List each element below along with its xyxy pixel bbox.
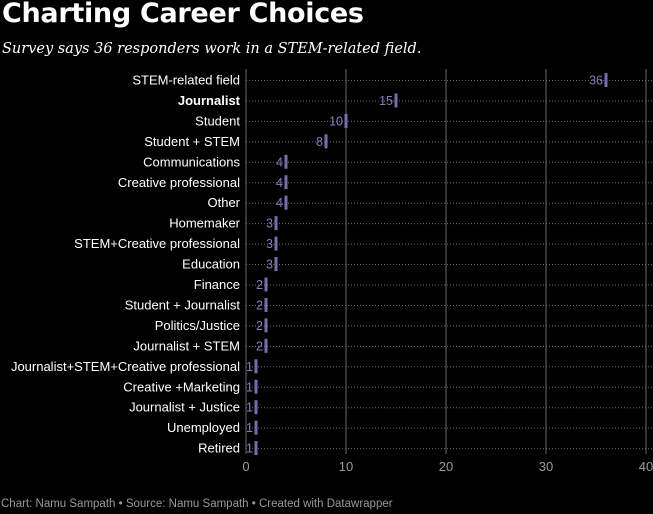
- value-label: 1: [246, 442, 253, 456]
- data-marker: [394, 93, 398, 108]
- category-label: Communications: [143, 154, 240, 169]
- value-label: 2: [256, 339, 263, 353]
- data-marker: [284, 154, 288, 169]
- data-marker: [284, 195, 288, 210]
- category-label: Unemployed: [167, 420, 240, 435]
- x-tick-label: 10: [339, 459, 353, 474]
- category-label: Politics/Justice: [155, 318, 240, 333]
- category-label: Journalist+STEM+Creative professional: [11, 359, 240, 374]
- value-label: 4: [276, 155, 283, 169]
- value-label: 1: [246, 421, 253, 435]
- category-label: Finance: [194, 277, 240, 292]
- data-marker: [264, 277, 268, 292]
- value-label: 4: [276, 176, 283, 190]
- value-label: 3: [266, 258, 273, 272]
- category-label: Journalist + Justice: [129, 400, 240, 415]
- value-label: 1: [246, 380, 253, 394]
- value-label: 4: [276, 196, 283, 210]
- data-marker: [254, 420, 258, 435]
- data-marker: [274, 236, 278, 251]
- data-marker: [254, 379, 258, 394]
- value-label: 1: [246, 360, 253, 374]
- value-label: 10: [329, 114, 343, 128]
- data-marker: [344, 113, 348, 128]
- value-label: 2: [256, 298, 263, 312]
- data-marker: [274, 216, 278, 231]
- x-tick-label: 0: [242, 459, 249, 474]
- value-label: 2: [256, 319, 263, 333]
- value-label: 2: [256, 278, 263, 292]
- data-marker: [604, 73, 608, 87]
- category-label: Education: [182, 257, 240, 272]
- data-marker: [274, 257, 278, 272]
- category-label: Student: [195, 113, 240, 128]
- value-label: 15: [379, 94, 393, 108]
- data-marker: [254, 400, 258, 415]
- data-marker: [264, 297, 268, 312]
- dot-chart: 0 10 20 30 40 STEM-related field 36 Journalist 1…: [11, 69, 653, 474]
- category-label: Student + Journalist: [125, 297, 241, 312]
- value-label: 1: [246, 401, 253, 415]
- category-label: Journalist: [178, 93, 241, 108]
- data-marker: [254, 441, 258, 456]
- data-marker: [264, 338, 268, 353]
- chart-title: Charting Career Choices: [2, 0, 364, 29]
- x-tick-label: 30: [539, 459, 553, 474]
- category-label: Other: [207, 195, 240, 210]
- value-label: 8: [316, 135, 323, 149]
- data-marker: [264, 318, 268, 333]
- x-tick-label: 20: [439, 459, 453, 474]
- data-marker: [254, 359, 258, 374]
- data-marker: [324, 134, 328, 149]
- chart-subtitle: Survey says 36 responders work in a STEM…: [2, 41, 422, 57]
- category-label: Journalist + STEM: [133, 338, 240, 353]
- category-label: STEM+Creative professional: [74, 236, 240, 251]
- x-tick-label: 40: [639, 459, 653, 474]
- value-label: 3: [266, 217, 273, 231]
- category-label: Homemaker: [169, 216, 240, 231]
- category-label: Student + STEM: [144, 134, 240, 149]
- category-label: Retired: [198, 441, 240, 456]
- value-label: 36: [589, 74, 603, 88]
- category-label: STEM-related field: [132, 73, 240, 88]
- category-label: Creative professional: [118, 175, 240, 190]
- category-label: Creative +Marketing: [123, 379, 240, 394]
- data-marker: [284, 175, 288, 190]
- value-label: 3: [266, 237, 273, 251]
- chart-footer: Chart: Namu Sampath • Source: Namu Sampa…: [1, 498, 393, 510]
